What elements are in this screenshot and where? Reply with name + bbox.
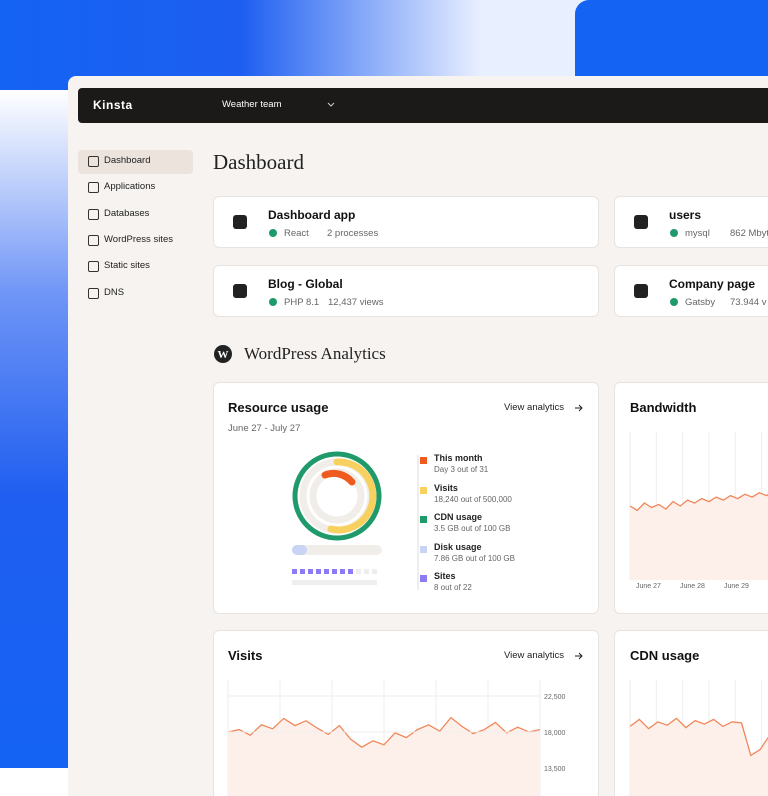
site-card[interactable]: Blog - Global PHP 8.1 12,437 views xyxy=(213,265,599,317)
status-dot xyxy=(670,298,678,306)
card-title: CDN usage xyxy=(630,648,700,663)
site-icon xyxy=(233,215,247,229)
status-dot xyxy=(670,229,678,237)
nav-item[interactable]: Databases xyxy=(104,207,150,219)
legend-swatch xyxy=(420,545,427,553)
arrow xyxy=(575,404,583,412)
y-tick-label: 13,500 xyxy=(544,766,566,773)
legend-detail: Day 3 out of 31 xyxy=(434,465,489,474)
legend-label: CDN usage xyxy=(434,512,483,522)
site-detail: 12,437 views xyxy=(328,297,384,308)
charts: June 27 June 28 June 29 22,500 18,000 13,500 xyxy=(227,432,768,796)
site-name: Blog - Global xyxy=(268,277,343,291)
line xyxy=(227,716,541,748)
site-name: Company page xyxy=(669,277,756,291)
nav-item[interactable]: WordPress sites xyxy=(104,233,173,245)
nav-icon xyxy=(88,156,99,167)
section-title: WordPress Analytics xyxy=(244,344,386,363)
y-tick-label: 18,000 xyxy=(544,730,566,737)
view-analytics[interactable]: View analytics xyxy=(504,650,565,661)
legend-detail: 7.86 GB out of 100 GB xyxy=(434,553,515,563)
usage-rings xyxy=(292,451,382,585)
nav-icon xyxy=(88,287,99,299)
card-title: Visits xyxy=(228,648,263,663)
site-name: users xyxy=(669,208,702,222)
x-tick-label: June 27 xyxy=(636,583,661,590)
card-title: Bandwidth xyxy=(630,400,697,415)
nav-item[interactable]: Static sites xyxy=(104,260,150,272)
card-title: Resource usage xyxy=(228,400,329,415)
site-icon xyxy=(634,284,648,298)
x-tick-label: June 28 xyxy=(680,583,705,590)
site-name: Dashboard app xyxy=(268,208,356,222)
site-detail: 73.944 v xyxy=(730,297,767,308)
nav-icon xyxy=(88,261,99,273)
page-title: Dashboard xyxy=(213,150,304,174)
line xyxy=(629,717,768,757)
site-status: PHP 8.1 xyxy=(284,297,320,308)
nav-item[interactable]: Applications xyxy=(104,181,156,193)
backdrop xyxy=(0,90,70,768)
site-icon xyxy=(233,284,247,298)
site-status: Gatsby xyxy=(685,297,716,308)
legend-swatch xyxy=(420,516,427,523)
status-dot xyxy=(269,229,277,237)
legend-detail: 8 out of 22 xyxy=(434,583,472,592)
resource-card: Resource usage June 27 - July 27 View an… xyxy=(213,382,599,614)
legend-swatch xyxy=(420,486,427,494)
site-detail: 862 Mbyt xyxy=(730,228,768,239)
site-card[interactable]: users mysql 862 Mbyt xyxy=(614,196,768,248)
team-selector[interactable]: Weather team xyxy=(222,99,282,110)
legend-swatch xyxy=(420,457,427,464)
status-dot xyxy=(269,298,277,306)
legend-label: Disk usage xyxy=(434,541,482,552)
view-analytics[interactable]: View analytics xyxy=(504,402,565,413)
line xyxy=(629,491,768,512)
nav-icon xyxy=(88,234,99,246)
nav-item[interactable]: DNS xyxy=(104,286,125,298)
nav-item[interactable]: Dashboard xyxy=(104,155,151,166)
site-card[interactable]: Dashboard app React 2 processes xyxy=(213,196,599,248)
site-status: React xyxy=(284,228,309,239)
site-icon xyxy=(634,215,648,229)
nav-selected xyxy=(78,150,193,174)
legend-label: This month xyxy=(434,453,483,463)
site-detail: 2 processes xyxy=(327,228,379,239)
logo[interactable]: Kinsta xyxy=(93,98,133,112)
wp-icon: W xyxy=(214,345,232,363)
nav-icon xyxy=(88,208,99,220)
x-tick-label: June 29 xyxy=(724,583,749,590)
site-card[interactable]: Company page Gatsby 73.944 v xyxy=(614,265,768,317)
svg-text:W: W xyxy=(218,349,229,361)
divider xyxy=(417,455,419,590)
chevron xyxy=(327,102,335,107)
legend-label: Sites xyxy=(434,571,456,581)
area xyxy=(630,492,768,580)
site-status: mysql xyxy=(685,228,710,239)
legend-label: Visits xyxy=(434,482,458,493)
legend-swatch xyxy=(420,575,427,582)
arrow xyxy=(575,652,583,660)
nav-icon xyxy=(88,182,99,194)
backdrop xyxy=(575,0,768,80)
top-bar: Kinsta Weather team xyxy=(78,88,768,123)
legend-detail: 3.5 GB out of 100 GB xyxy=(434,524,511,533)
backdrop xyxy=(0,0,600,90)
app-window: Kinsta Weather team Dashboard Application… xyxy=(68,76,768,796)
area xyxy=(630,718,768,796)
date-range: June 27 - July 27 xyxy=(228,423,301,434)
legend-detail: 18,240 out of 500,000 xyxy=(434,494,512,504)
y-tick-label: 22,500 xyxy=(544,694,566,701)
